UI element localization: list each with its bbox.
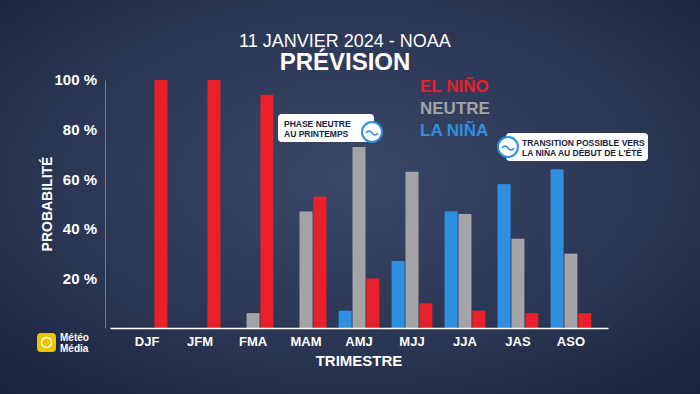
logo-text: Média	[60, 343, 89, 354]
logo: MétéoMédia	[37, 332, 89, 354]
x-axis-line	[111, 328, 609, 330]
bar	[352, 147, 365, 328]
x-tick: JFM	[187, 328, 213, 349]
legend-entry: EL NIÑO	[420, 76, 489, 96]
annotation-box	[506, 133, 648, 161]
y-tick: 20 %	[63, 270, 105, 287]
subtitle: PRÉVISION	[280, 48, 411, 75]
bar	[445, 211, 458, 328]
logo-mark	[37, 333, 56, 352]
annotation-icon-wave	[366, 131, 378, 135]
x-tick: AMJ	[345, 328, 372, 349]
annotation-icon	[498, 137, 518, 157]
y-tick: 100 %	[54, 71, 105, 88]
annotation-text: TRANSITION POSSIBLE VERS	[522, 138, 645, 148]
x-tick-label: MJJ	[399, 334, 424, 349]
y-axis-title: PROBABILITÉ	[39, 157, 55, 252]
legend-entry: LA NIÑA	[420, 120, 488, 140]
x-tick: MAM	[290, 328, 321, 349]
bar	[472, 311, 485, 328]
annotation-box	[278, 114, 374, 142]
y-tick-label: 80 %	[63, 121, 97, 138]
bar	[551, 169, 564, 328]
bar	[260, 95, 273, 328]
x-tick-label: JJA	[453, 334, 477, 349]
bar	[300, 211, 313, 328]
bar	[207, 80, 220, 328]
bar	[498, 184, 511, 328]
x-tick-label: AMJ	[345, 334, 372, 349]
bar	[405, 172, 418, 328]
logo-mark-sun	[42, 338, 52, 348]
bar	[313, 197, 326, 328]
y-axis-line	[105, 81, 106, 329]
x-tick-label: ASO	[557, 334, 585, 349]
bar	[247, 313, 260, 328]
x-tick-label: FMA	[239, 334, 268, 349]
annotation: PHASE NEUTREAU PRINTEMPS	[278, 114, 382, 142]
logo-text: Météo	[60, 332, 89, 343]
annotation-text: PHASE NEUTRE	[284, 119, 351, 129]
x-axis: DJF JFM FMA MAM AMJ MJJ JJA JAS ASO	[111, 328, 609, 349]
x-tick-label: DJF	[135, 334, 160, 349]
chart-svg: 11 JANVIER 2024 - NOAAPRÉVISION20 %40 %6…	[0, 0, 700, 394]
x-tick: MJJ	[399, 328, 424, 349]
y-tick: 80 %	[63, 121, 105, 138]
x-tick: DJF	[135, 328, 160, 349]
bar	[392, 261, 405, 328]
y-tick: 60 %	[63, 171, 105, 188]
annotation-icon	[362, 122, 382, 142]
bar	[564, 254, 577, 328]
x-tick: JJA	[453, 328, 477, 349]
x-tick: JAS	[505, 328, 531, 349]
chart-container: 11 JANVIER 2024 - NOAAPRÉVISION20 %40 %6…	[0, 0, 700, 394]
bar	[154, 80, 167, 328]
y-tick-label: 100 %	[54, 71, 97, 88]
bar	[458, 214, 471, 328]
x-tick: ASO	[557, 328, 585, 349]
x-axis-title: TRIMESTRE	[316, 352, 403, 369]
bar	[339, 311, 352, 328]
annotation: TRANSITION POSSIBLE VERSLA NIÑA AU DÉBUT…	[498, 133, 648, 161]
bar	[578, 313, 591, 328]
x-tick-label: JAS	[505, 334, 531, 349]
annotation-text: AU PRINTEMPS	[284, 129, 349, 139]
bar	[511, 239, 524, 328]
y-axis: 20 % 40 % 60 % 80 % 100 %	[54, 71, 105, 328]
background	[0, 0, 700, 394]
bar	[366, 278, 379, 328]
y-tick-label: 20 %	[63, 270, 97, 287]
x-tick: FMA	[239, 328, 268, 349]
bars	[154, 80, 591, 328]
bar	[525, 313, 538, 328]
y-tick-label: 60 %	[63, 171, 97, 188]
annotation-text: LA NIÑA AU DÉBUT DE L'ÉTÉ	[522, 148, 642, 158]
legend: EL NIÑO NEUTRE LA NIÑA	[420, 76, 490, 140]
y-tick: 40 %	[63, 220, 105, 237]
legend-entry: NEUTRE	[420, 99, 490, 118]
annotation-icon-wave	[502, 146, 514, 150]
y-tick-label: 40 %	[63, 220, 97, 237]
bar	[419, 303, 432, 328]
x-tick-label: JFM	[187, 334, 213, 349]
x-tick-label: MAM	[290, 334, 321, 349]
